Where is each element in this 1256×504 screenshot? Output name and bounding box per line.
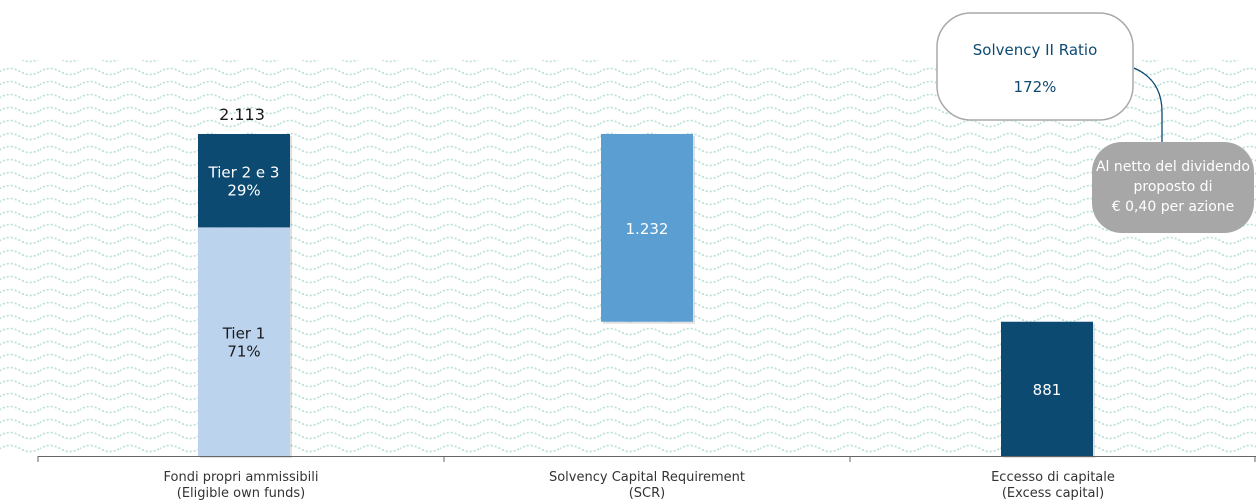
bar-total-label: 2.113 — [219, 105, 265, 124]
category-sublabel: (SCR) — [629, 486, 666, 501]
ratio-value: 172% — [1014, 78, 1057, 96]
dividend-note-line: Al netto del dividendo — [1096, 159, 1250, 175]
bar-segment-tier-1 — [198, 227, 290, 456]
bar-scr — [601, 134, 693, 322]
category-label: Solvency Capital Requirement — [549, 470, 745, 485]
segment-name-label: Tier 1 — [222, 325, 266, 343]
ratio-bubble — [936, 12, 1134, 121]
ratio-connector — [1133, 67, 1163, 142]
bar-excess-capital — [1001, 321, 1093, 456]
dividend-note-bubble — [1092, 142, 1254, 233]
category-label: Eccesso di capitale — [991, 470, 1115, 485]
ratio-title: Solvency II Ratio — [973, 41, 1098, 59]
bar-value-label: 1.232 — [626, 220, 669, 238]
bar-segment-tier-2-3 — [198, 134, 290, 228]
segment-percent-label: 71% — [227, 343, 260, 361]
bar-value-label: 881 — [1033, 381, 1062, 399]
dividend-note-line: proposto di — [1134, 179, 1213, 195]
category-sublabel: (Excess capital) — [1002, 486, 1104, 501]
segment-name-label: Tier 2 e 3 — [208, 164, 280, 182]
category-sublabel: (Eligible own funds) — [177, 486, 305, 501]
category-label: Fondi propri ammissibili — [164, 470, 319, 485]
annotations: Solvency II Ratio 172% Al netto del divide… — [936, 12, 1254, 233]
segment-percent-label: 29% — [227, 182, 260, 200]
x-axis: Fondi propri ammissibili(Eligible own fu… — [37, 456, 1256, 501]
dividend-note-line: € 0,40 per azione — [1112, 199, 1235, 215]
bars-layer: Tier 171% Tier 2 e 329% 2.113 1.232 881 — [198, 105, 1095, 458]
